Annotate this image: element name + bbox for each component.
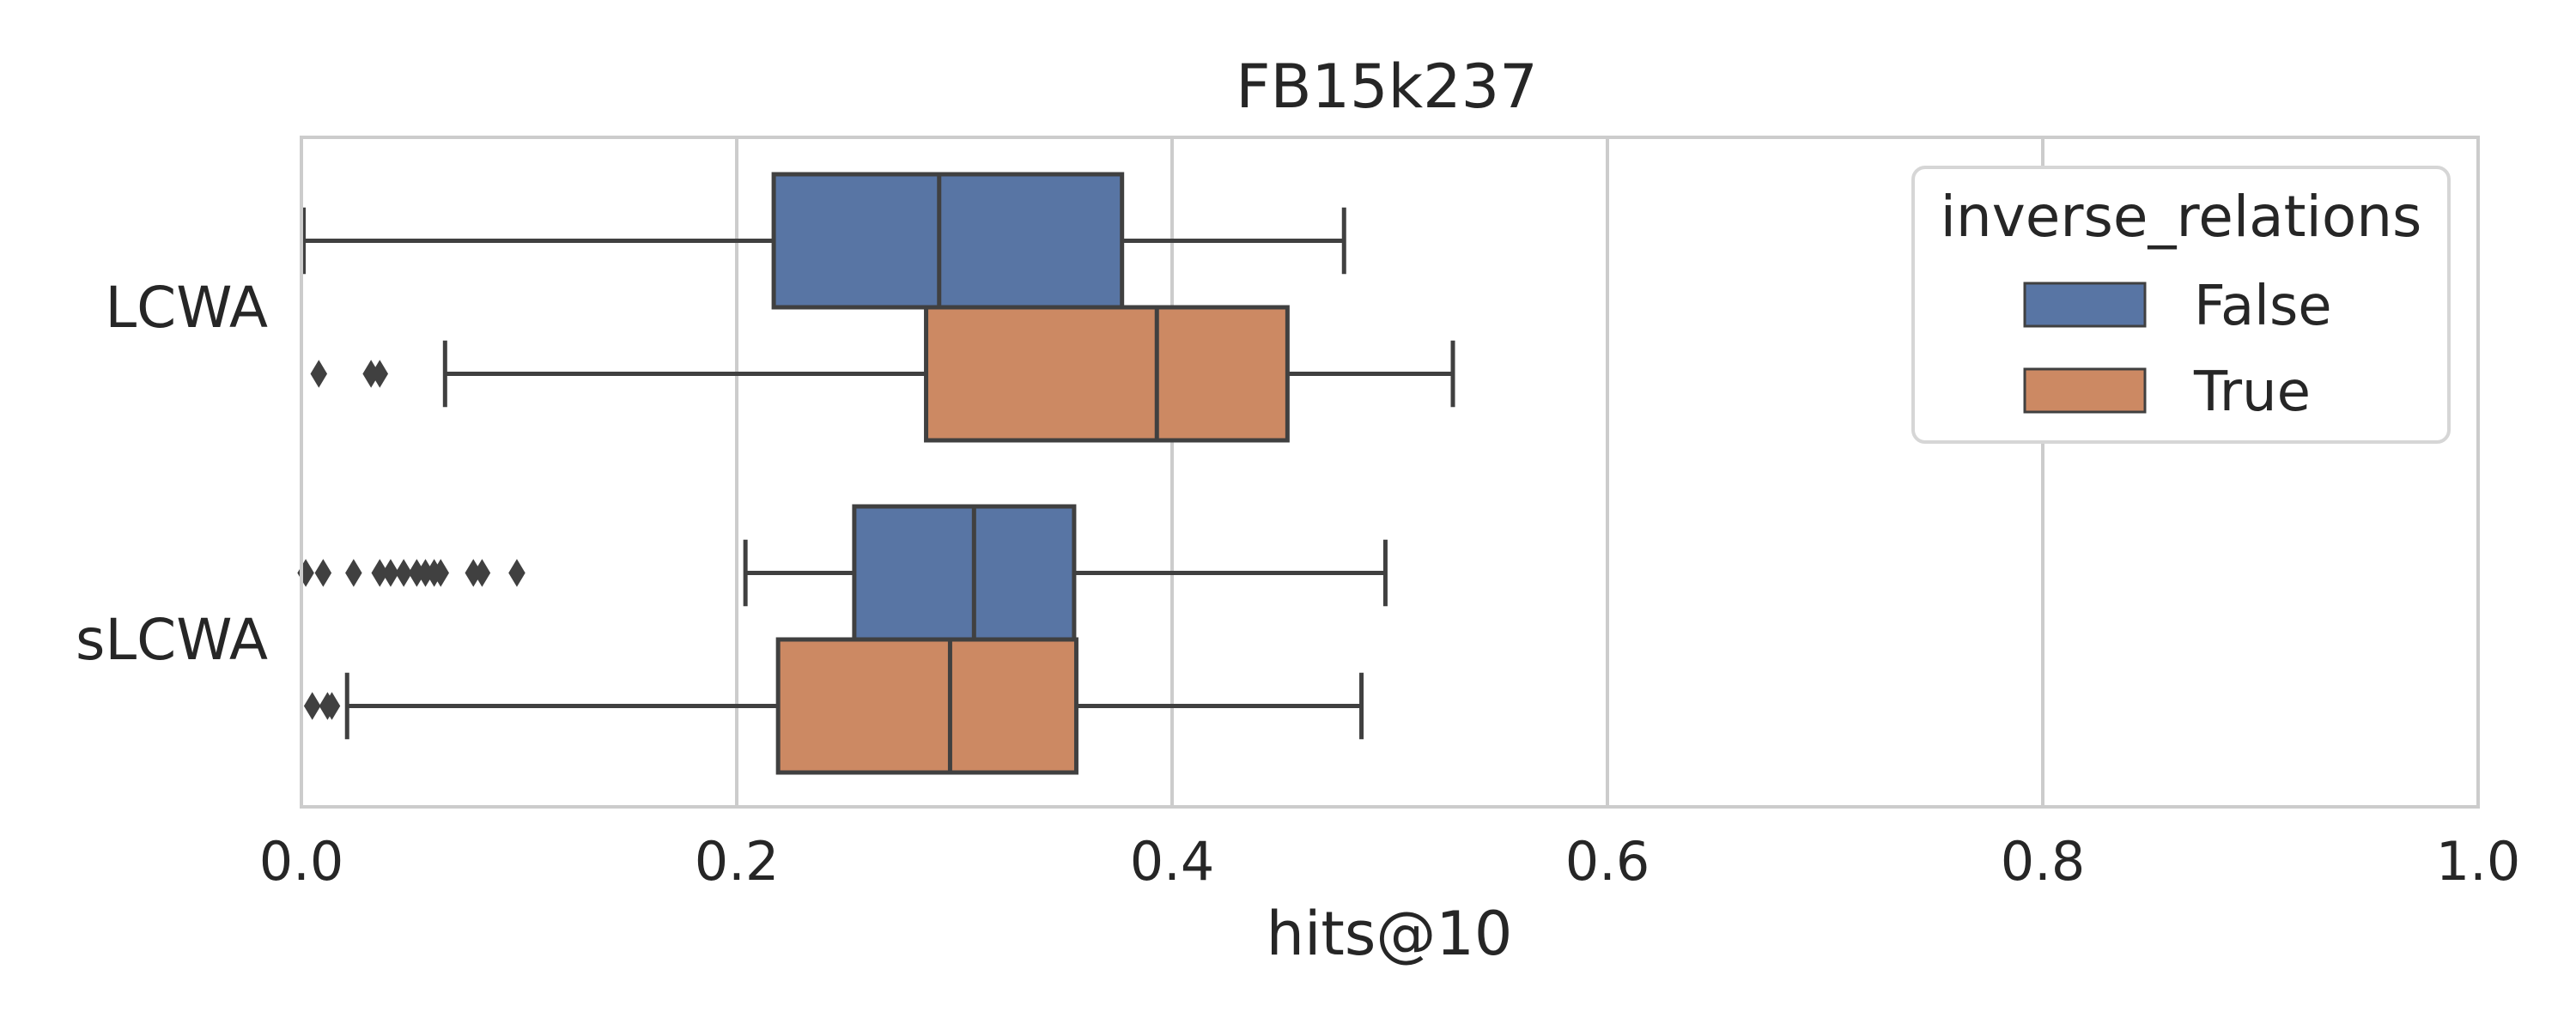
box-lcwa-true <box>311 307 1453 440</box>
outlier-point <box>345 559 362 587</box>
x-axis-label: hits@10 <box>1267 899 1513 969</box>
box-series <box>297 174 1453 772</box>
legend: inverse_relations False True <box>1913 167 2449 442</box>
x-tick-label: 0.2 <box>695 830 780 893</box>
iqr-box <box>778 639 1076 772</box>
legend-swatch <box>2025 369 2145 412</box>
x-tick-label: 0.0 <box>259 830 344 893</box>
legend-label: False <box>2194 275 2332 338</box>
x-tick-label: 1.0 <box>2436 830 2521 893</box>
chart-title: FB15k237 <box>1236 52 1538 122</box>
legend-label: True <box>2193 360 2311 424</box>
x-tick-labels: 0.0 0.2 0.4 0.6 0.8 1.0 <box>259 830 2521 893</box>
legend-swatch <box>2025 283 2145 326</box>
legend-title: inverse_relations <box>1941 184 2422 250</box>
iqr-box <box>854 506 1074 639</box>
outlier-point <box>304 692 321 720</box>
iqr-box <box>774 174 1122 307</box>
outlier-point <box>311 360 328 388</box>
outlier-point <box>474 559 491 587</box>
outlier-point <box>315 559 332 587</box>
box-lcwa-false <box>304 174 1345 307</box>
outlier-point <box>372 360 389 388</box>
x-tick-label: 0.8 <box>2001 830 2086 893</box>
x-tick-label: 0.4 <box>1130 830 1215 893</box>
box-slcwa-true <box>304 639 1362 772</box>
y-category-labels: LCWA sLCWA <box>76 275 268 673</box>
outlier-point <box>508 559 526 587</box>
y-category-label: LCWA <box>105 275 268 341</box>
box-slcwa-false <box>297 506 1385 639</box>
y-category-label: sLCWA <box>76 607 268 673</box>
iqr-box <box>927 307 1288 440</box>
x-tick-label: 0.6 <box>1565 830 1650 893</box>
